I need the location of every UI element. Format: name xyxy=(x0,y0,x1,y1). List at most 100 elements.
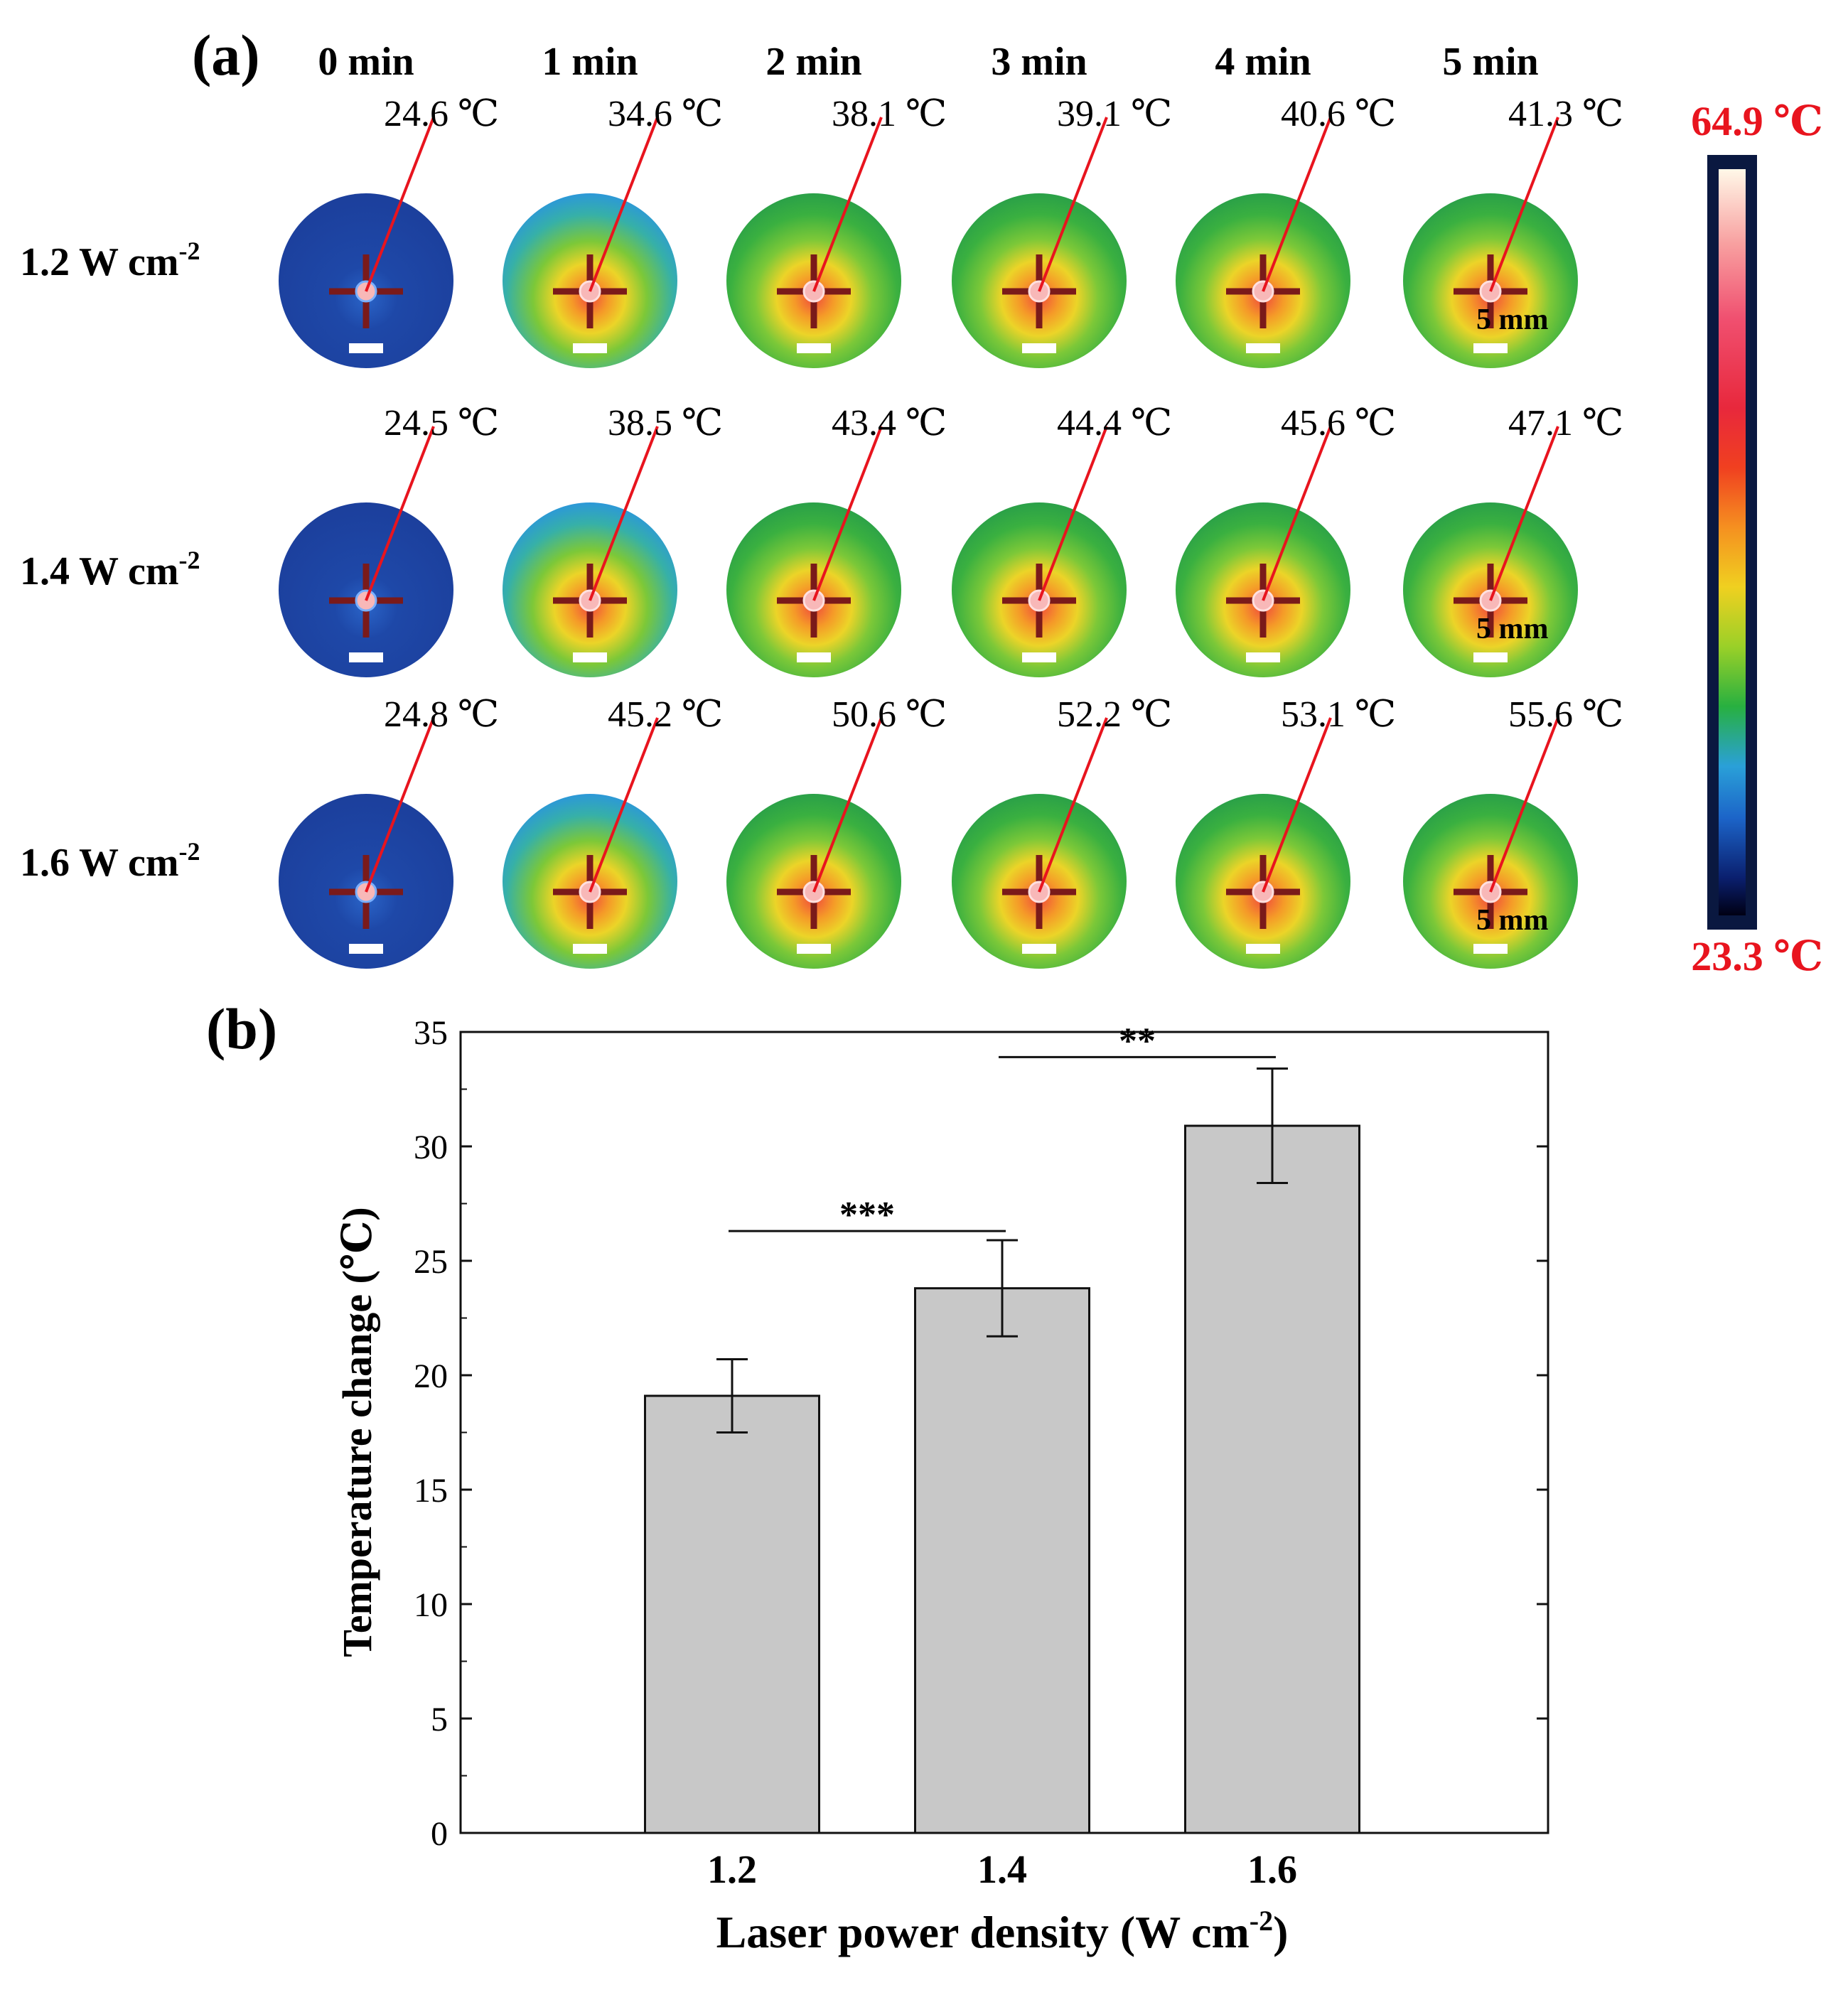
pointer-line xyxy=(589,717,659,893)
y-axis-title: Temperature change (℃) xyxy=(334,1207,380,1657)
temperature-label: 24.6 ℃ xyxy=(384,94,499,134)
scale-bar xyxy=(1022,343,1056,353)
row-labels: 1.2 W cm-2 1.4 W cm-2 1.6 W cm-2 xyxy=(20,237,200,885)
significance-brackets: ***** xyxy=(729,1021,1276,1235)
thermal-image: 45.2 ℃ xyxy=(503,694,723,969)
scale-bar xyxy=(797,944,831,954)
time-header: 0 min xyxy=(318,40,414,84)
scale-bar-label: 5 mm xyxy=(1476,303,1548,336)
temperature-label: 45.2 ℃ xyxy=(608,694,723,735)
y-tick-label: 0 xyxy=(431,1815,448,1853)
x-tick-label: 1.6 xyxy=(1247,1848,1297,1892)
pointer-line xyxy=(365,426,435,601)
pointer-line xyxy=(812,426,883,601)
thermal-image: 38.5 ℃ xyxy=(503,403,723,677)
thermal-image: 43.4 ℃ xyxy=(726,403,947,677)
scale-bar xyxy=(1022,944,1056,954)
significance-label: ** xyxy=(1119,1021,1156,1061)
pointer-line xyxy=(1489,717,1559,893)
thermal-image-grid: 24.6 ℃ 34.6 ℃ 38.1 ℃ 39.1 ℃ 40.6 ℃ 41.3 ℃ 5 mm… xyxy=(279,94,1623,969)
y-tick-label: 5 xyxy=(431,1701,448,1738)
y-tick-label: 35 xyxy=(414,1014,448,1052)
pointer-line xyxy=(812,117,883,292)
temperature-label: 39.1 ℃ xyxy=(1057,94,1172,134)
panel-a-thermal-images: (a) 0 min 1 min 2 min 3 min 4 min 5 min 1.2 W… xyxy=(20,23,1823,979)
temperature-label: 55.6 ℃ xyxy=(1508,694,1623,735)
pointer-line xyxy=(1489,117,1559,292)
y-tick-label: 30 xyxy=(414,1129,448,1166)
scale-bar xyxy=(1473,343,1508,353)
colorbar: 64.9 ℃ 23.3 ℃ xyxy=(1691,98,1823,979)
time-header: 3 min xyxy=(991,40,1087,84)
y-tick-label: 25 xyxy=(414,1243,448,1281)
scale-bar xyxy=(349,944,383,954)
scale-bar-label: 5 mm xyxy=(1476,904,1548,937)
thermal-image: 24.6 ℃ xyxy=(279,94,499,368)
temperature-label: 47.1 ℃ xyxy=(1508,403,1623,443)
thermal-image: 38.1 ℃ xyxy=(726,94,947,368)
pointer-line xyxy=(1262,117,1332,292)
time-header: 5 min xyxy=(1442,40,1538,84)
scale-bar xyxy=(573,652,607,662)
scale-bar xyxy=(573,944,607,954)
x-tick-label: 1.2 xyxy=(707,1848,757,1892)
scale-bar xyxy=(797,652,831,662)
scale-bar xyxy=(1022,652,1056,662)
time-header: 1 min xyxy=(542,40,638,84)
temperature-label: 50.6 ℃ xyxy=(832,694,947,735)
thermal-image: 40.6 ℃ xyxy=(1176,94,1396,368)
row-label: 1.6 W cm-2 xyxy=(20,837,200,885)
colorbar-max-label: 64.9 ℃ xyxy=(1691,98,1823,144)
temperature-label: 41.3 ℃ xyxy=(1508,94,1623,134)
thermal-image: 47.1 ℃ 5 mm xyxy=(1403,403,1623,677)
x-axis-title: Laser power density (W cm-2) xyxy=(716,1905,1289,1957)
temperature-label: 44.4 ℃ xyxy=(1057,403,1172,443)
pointer-line xyxy=(1038,426,1108,601)
y-axis: 0 5 10 15 20 25 30 35 xyxy=(414,1014,1548,1853)
bar xyxy=(1184,1124,1360,1834)
scale-bar-label: 5 mm xyxy=(1476,613,1548,645)
y-tick-label: 15 xyxy=(414,1472,448,1510)
significance-label: *** xyxy=(839,1195,895,1235)
temperature-label: 53.1 ℃ xyxy=(1281,694,1396,735)
pointer-line xyxy=(365,117,435,292)
thermal-image: 55.6 ℃ 5 mm xyxy=(1403,694,1623,969)
temperature-label: 38.5 ℃ xyxy=(608,403,723,443)
bars xyxy=(644,1124,1360,1834)
pointer-line xyxy=(589,117,659,292)
temperature-label: 38.1 ℃ xyxy=(832,94,947,134)
thermal-image: 24.8 ℃ xyxy=(279,694,499,969)
y-tick-label: 20 xyxy=(414,1357,448,1395)
temperature-label: 24.8 ℃ xyxy=(384,694,499,735)
temperature-label: 34.6 ℃ xyxy=(608,94,723,134)
colorbar-gradient xyxy=(1719,169,1746,915)
pointer-line xyxy=(1489,426,1559,601)
temperature-label: 52.2 ℃ xyxy=(1057,694,1172,735)
time-headers: 0 min 1 min 2 min 3 min 4 min 5 min xyxy=(318,40,1538,84)
thermal-image: 39.1 ℃ xyxy=(952,94,1172,368)
scale-bar xyxy=(797,343,831,353)
bar xyxy=(914,1287,1090,1834)
thermal-image: 41.3 ℃ 5 mm xyxy=(1403,94,1623,368)
thermal-image: 53.1 ℃ xyxy=(1176,694,1396,969)
thermal-image: 50.6 ℃ xyxy=(726,694,947,969)
thermal-image: 52.2 ℃ xyxy=(952,694,1172,969)
x-tick-label: 1.4 xyxy=(977,1848,1027,1892)
temperature-label: 24.5 ℃ xyxy=(384,403,499,443)
scale-bar xyxy=(1246,944,1280,954)
pointer-line xyxy=(589,426,659,601)
scale-bar xyxy=(1473,652,1508,662)
scale-bar xyxy=(349,343,383,353)
panel-a-label: (a) xyxy=(192,23,260,87)
thermal-image: 45.6 ℃ xyxy=(1176,403,1396,677)
thermal-image: 34.6 ℃ xyxy=(503,94,723,368)
pointer-line xyxy=(1262,717,1332,893)
scale-bar xyxy=(1473,944,1508,954)
panel-b-label: (b) xyxy=(206,996,277,1061)
y-tick-label: 10 xyxy=(414,1586,448,1624)
row-label: 1.2 W cm-2 xyxy=(20,237,200,284)
time-header: 4 min xyxy=(1215,40,1311,84)
thermal-image: 44.4 ℃ xyxy=(952,403,1172,677)
